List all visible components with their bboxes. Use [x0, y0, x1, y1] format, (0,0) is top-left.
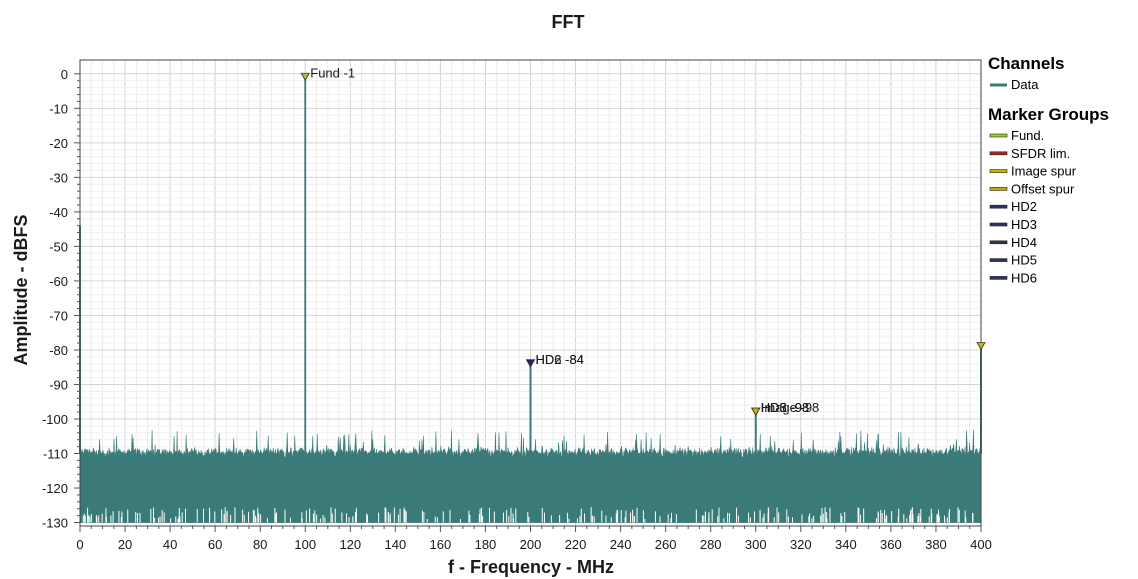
y-tick-label: -100 [42, 412, 68, 427]
y-tick-label: -80 [49, 343, 68, 358]
x-tick-label: 300 [745, 537, 767, 552]
y-tick-label: -30 [49, 170, 68, 185]
x-tick-label: 180 [475, 537, 497, 552]
legend-item-label: HD5 [1011, 253, 1037, 268]
y-tick-label: -70 [49, 308, 68, 323]
legend-groups-heading: Marker Groups [988, 105, 1109, 124]
x-tick-label: 140 [384, 537, 406, 552]
legend-channels-heading: Channels [988, 54, 1065, 73]
marker-label: HD2 -84 [536, 352, 584, 367]
legend-item-label: Fund. [1011, 128, 1044, 143]
y-tick-label: -130 [42, 516, 68, 531]
plot-grid [79, 60, 982, 526]
y-axis-ticks: 0 -10 -20 -30 -40 -50 -60 -70 -80 -90 -100 -110 -120… [42, 67, 80, 531]
y-tick-label: -60 [49, 274, 68, 289]
legend-swatch [989, 240, 1008, 245]
marker-label: HD5 -98 [761, 400, 809, 415]
x-tick-label: 280 [700, 537, 722, 552]
y-tick-label: -20 [49, 136, 68, 151]
x-tick-label: 360 [880, 537, 902, 552]
x-tick-label: 320 [790, 537, 812, 552]
x-tick-label: 340 [835, 537, 857, 552]
legend-item-label: Image spur [1011, 164, 1077, 179]
x-axis-title: f - Frequency - MHz [448, 557, 614, 577]
x-tick-label: 260 [655, 537, 677, 552]
legend-item-label: Data [1011, 77, 1039, 92]
legend: Channels Data Marker Groups Fund. SFDR li… [988, 54, 1109, 285]
marker-triangle [300, 72, 310, 82]
y-tick-label: -120 [42, 481, 68, 496]
legend-swatch [989, 169, 1008, 173]
y-tick-label: -110 [43, 447, 68, 462]
legend-item-label: HD6 [1011, 270, 1037, 285]
legend-item-label: HD3 [1011, 217, 1037, 232]
x-tick-label: 200 [520, 537, 542, 552]
x-tick-label: 80 [253, 537, 267, 552]
x-tick-label: 160 [430, 537, 452, 552]
x-tick-label: 40 [163, 537, 177, 552]
legend-item-label: Offset spur [1011, 181, 1075, 196]
legend-swatch [989, 133, 1008, 138]
y-axis-title: Amplitude - dBFS [11, 215, 31, 366]
legend-item-label: HD2 [1011, 199, 1037, 214]
y-tick-label: -10 [49, 101, 68, 116]
x-tick-label: 20 [118, 537, 132, 552]
marker-label: HD3 -98 [761, 400, 809, 415]
legend-swatch [989, 151, 1008, 156]
y-tick-label: -90 [49, 377, 68, 392]
marker-triangle [751, 407, 761, 416]
marker-triangle [525, 359, 536, 368]
y-tick-label: 0 [61, 67, 68, 82]
legend-channels: Data [990, 77, 1039, 92]
y-tick-label: -40 [49, 205, 68, 220]
x-tick-label: 240 [610, 537, 632, 552]
x-tick-label: 400 [970, 537, 992, 552]
legend-swatch [989, 276, 1008, 280]
x-axis-ticks: 0 20 40 60 80 100 120 140 160 180 200 220 240 260 280 3… [76, 526, 992, 552]
chart-title: FFT [552, 12, 585, 32]
legend-swatch [989, 187, 1008, 191]
legend-item-label: SFDR lim. [1011, 146, 1070, 161]
x-tick-label: 120 [339, 537, 361, 552]
x-tick-label: 0 [76, 537, 83, 552]
marker-label: Fund -1 [310, 65, 355, 80]
x-tick-label: 380 [925, 537, 947, 552]
legend-marker-groups: Fund. SFDR lim. Image spur Offset spur HD2 HD… [989, 128, 1077, 285]
legend-swatch [989, 258, 1008, 262]
x-tick-label: 220 [565, 537, 587, 552]
legend-swatch [989, 204, 1008, 209]
x-tick-label: 60 [208, 537, 222, 552]
legend-swatch [989, 222, 1008, 227]
legend-item-label: HD4 [1011, 235, 1037, 250]
marker-label: Image -98 [761, 400, 820, 415]
y-tick-label: -50 [49, 239, 68, 254]
marker-label: HD6 -84 [536, 352, 584, 367]
x-tick-label: 100 [294, 537, 316, 552]
marker-triangle [976, 342, 986, 351]
